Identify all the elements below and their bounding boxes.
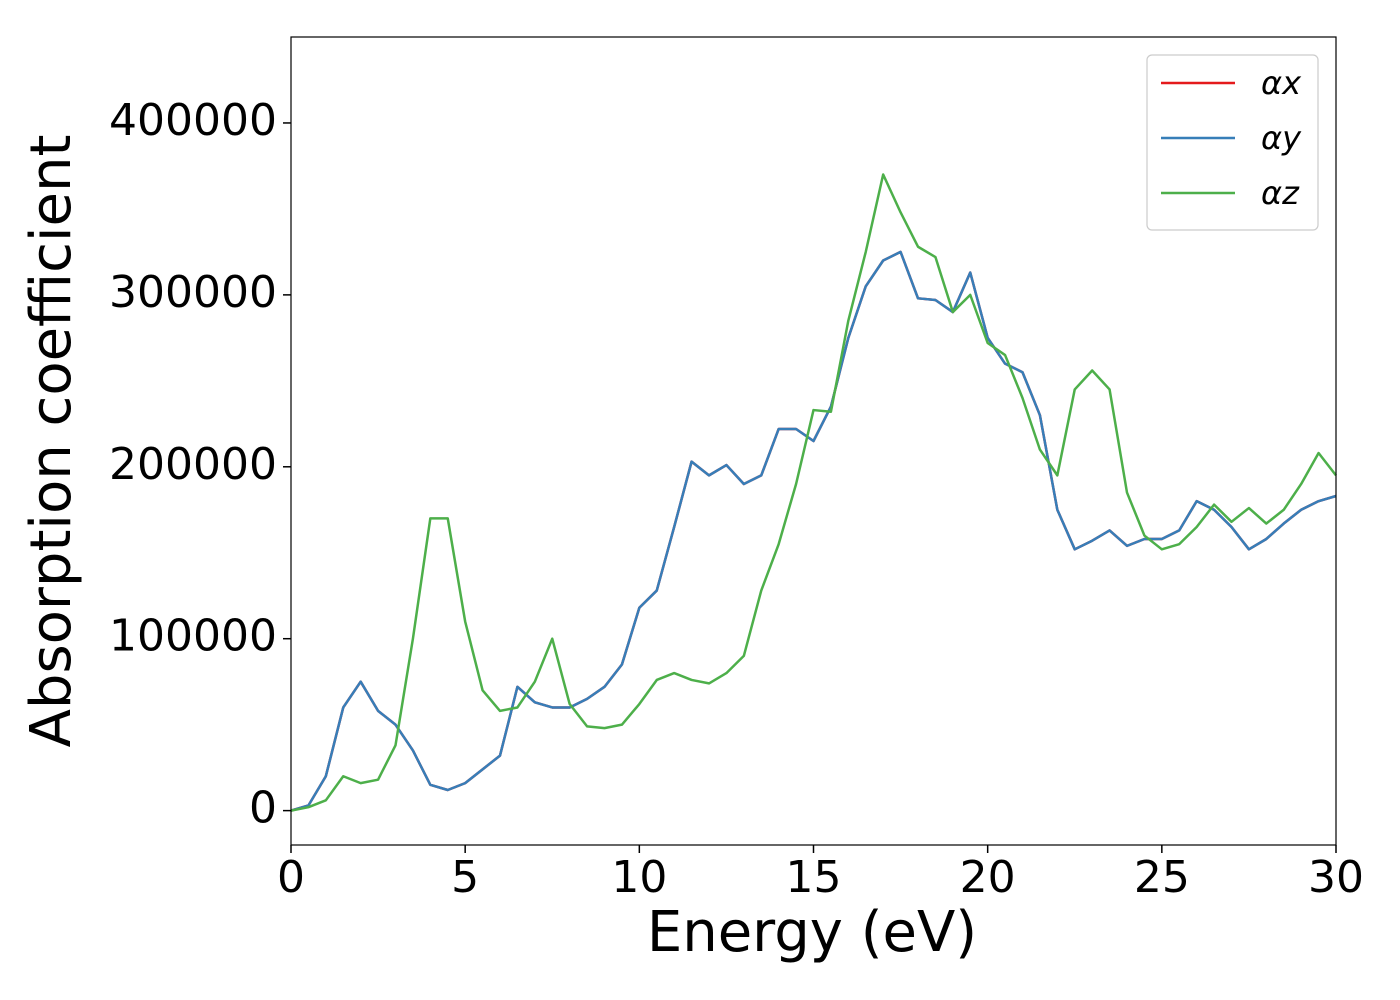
x-tick-label: 0 bbox=[277, 852, 305, 903]
data-line bbox=[290, 173, 1337, 812]
plot-frame bbox=[290, 36, 1337, 846]
y-tick-label: 400000 bbox=[109, 95, 277, 146]
x-tick-label: 25 bbox=[1134, 852, 1190, 903]
data-line bbox=[290, 250, 1337, 812]
x-tick-label: 30 bbox=[1308, 852, 1364, 903]
y-tick-label: 0 bbox=[249, 783, 277, 834]
y-tick-label: 300000 bbox=[109, 267, 277, 318]
legend-label: αy bbox=[1261, 119, 1302, 157]
x-tick-label: 20 bbox=[960, 852, 1016, 903]
x-tick-label: 10 bbox=[611, 852, 667, 903]
y-axis-label: Absorption coefficient bbox=[19, 135, 84, 748]
y-tick-label: 200000 bbox=[109, 439, 277, 490]
legend-label: αx bbox=[1261, 64, 1302, 102]
x-tick-label: 5 bbox=[451, 852, 479, 903]
y-tick-label: 100000 bbox=[109, 611, 277, 662]
legend-box bbox=[1146, 54, 1319, 231]
x-axis-label: Energy (eV) bbox=[647, 900, 977, 965]
x-tick-label: 15 bbox=[786, 852, 842, 903]
legend-label: αz bbox=[1261, 174, 1300, 212]
